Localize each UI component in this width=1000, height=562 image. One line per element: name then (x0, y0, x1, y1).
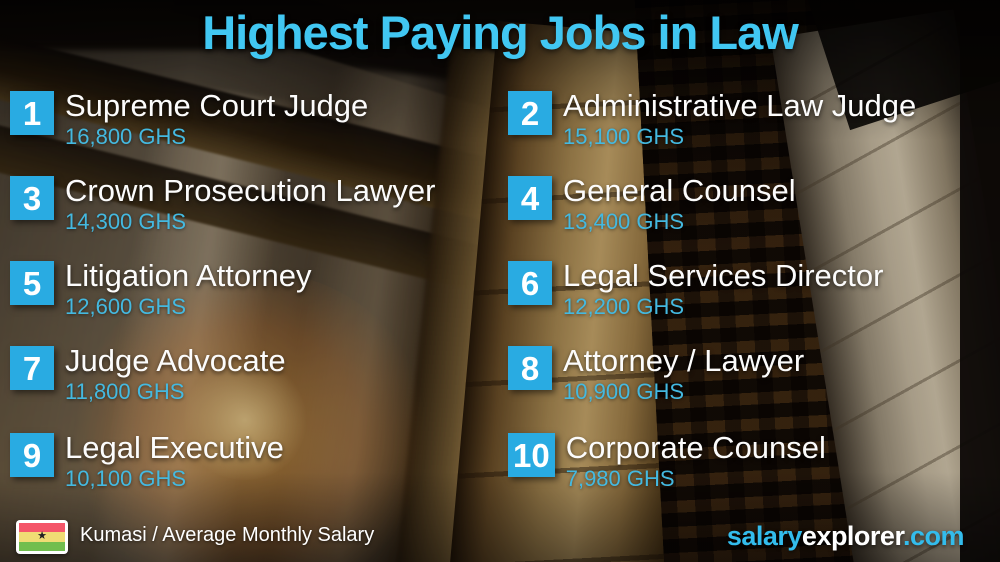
brand-explorer: explorer (801, 521, 904, 551)
brand-wordmark: salaryexplorer.com (726, 521, 965, 552)
job-salary: 15,100 GHS (563, 124, 685, 149)
ghana-flag-icon: ★ (16, 520, 68, 554)
rank-number: 8 (520, 349, 540, 387)
job-title: General Counsel (563, 173, 796, 208)
flag-stripe-gold (19, 532, 65, 542)
rank-number: 1 (22, 94, 42, 132)
job-title: Supreme Court Judge (65, 88, 369, 123)
job-salary: 10,100 GHS (65, 466, 187, 491)
job-title: Litigation Attorney (65, 258, 312, 293)
location-caption: Kumasi / Average Monthly Salary (80, 524, 375, 546)
rank-badge: 2 (508, 91, 552, 135)
rank-number: 2 (520, 94, 540, 132)
job-salary: 10,900 GHS (563, 379, 685, 404)
job-entry-7: 7 Judge Advocate 11,800 GHS (10, 344, 286, 404)
rank-number: 6 (520, 264, 540, 302)
rank-number: 9 (22, 436, 42, 474)
rank-number: 10 (513, 436, 550, 474)
flag-black-star: ★ (37, 530, 47, 543)
job-title: Corporate Counsel (565, 430, 826, 465)
job-entry-9: 9 Legal Executive 10,100 GHS (10, 431, 284, 491)
job-salary: 11,800 GHS (65, 379, 185, 404)
rank-badge: 10 (508, 433, 555, 477)
job-entry-6: 6 Legal Services Director 12,200 GHS (508, 259, 883, 319)
job-entry-10: 10 Corporate Counsel 7,980 GHS (508, 431, 826, 491)
bottom-shade-overlay (0, 472, 1000, 562)
job-title: Crown Prosecution Lawyer (65, 173, 436, 208)
job-entry-1: 1 Supreme Court Judge 16,800 GHS (10, 89, 368, 149)
job-title: Judge Advocate (65, 343, 286, 378)
brand-salary: salary (726, 521, 803, 551)
rank-badge: 7 (10, 346, 54, 390)
rank-badge: 6 (508, 261, 552, 305)
rank-badge: 8 (508, 346, 552, 390)
job-title: Legal Executive (65, 430, 284, 465)
job-entry-2: 2 Administrative Law Judge 15,100 GHS (508, 89, 916, 149)
job-salary: 16,800 GHS (65, 124, 187, 149)
top-shade-overlay (0, 0, 1000, 140)
job-salary: 12,600 GHS (65, 294, 187, 319)
flag-stripe-green (19, 541, 65, 551)
rank-badge: 4 (508, 176, 552, 220)
job-salary: 13,400 GHS (563, 209, 685, 234)
job-salary: 12,200 GHS (563, 294, 685, 319)
rank-badge: 5 (10, 261, 54, 305)
rank-number: 4 (520, 179, 540, 217)
rank-badge: 3 (10, 176, 54, 220)
flag-stripe-red (19, 523, 65, 533)
job-entry-8: 8 Attorney / Lawyer 10,900 GHS (508, 344, 804, 404)
rank-number: 5 (22, 264, 42, 302)
job-title: Attorney / Lawyer (563, 343, 805, 378)
rank-badge: 9 (10, 433, 54, 477)
lens-flare-core (180, 360, 310, 480)
page-title: Highest Paying Jobs in Law (202, 6, 799, 59)
job-entry-3: 3 Crown Prosecution Lawyer 14,300 GHS (10, 174, 435, 234)
rank-number: 3 (22, 179, 42, 217)
job-entry-5: 5 Litigation Attorney 12,600 GHS (10, 259, 311, 319)
job-entry-4: 4 General Counsel 13,400 GHS (508, 174, 796, 234)
job-salary: 7,980 GHS (565, 466, 675, 491)
rank-number: 7 (22, 349, 42, 387)
job-title: Administrative Law Judge (563, 88, 917, 123)
job-salary: 14,300 GHS (65, 209, 187, 234)
job-title: Legal Services Director (563, 258, 884, 293)
rank-badge: 1 (10, 91, 54, 135)
brand-dotcom: .com (902, 521, 965, 551)
